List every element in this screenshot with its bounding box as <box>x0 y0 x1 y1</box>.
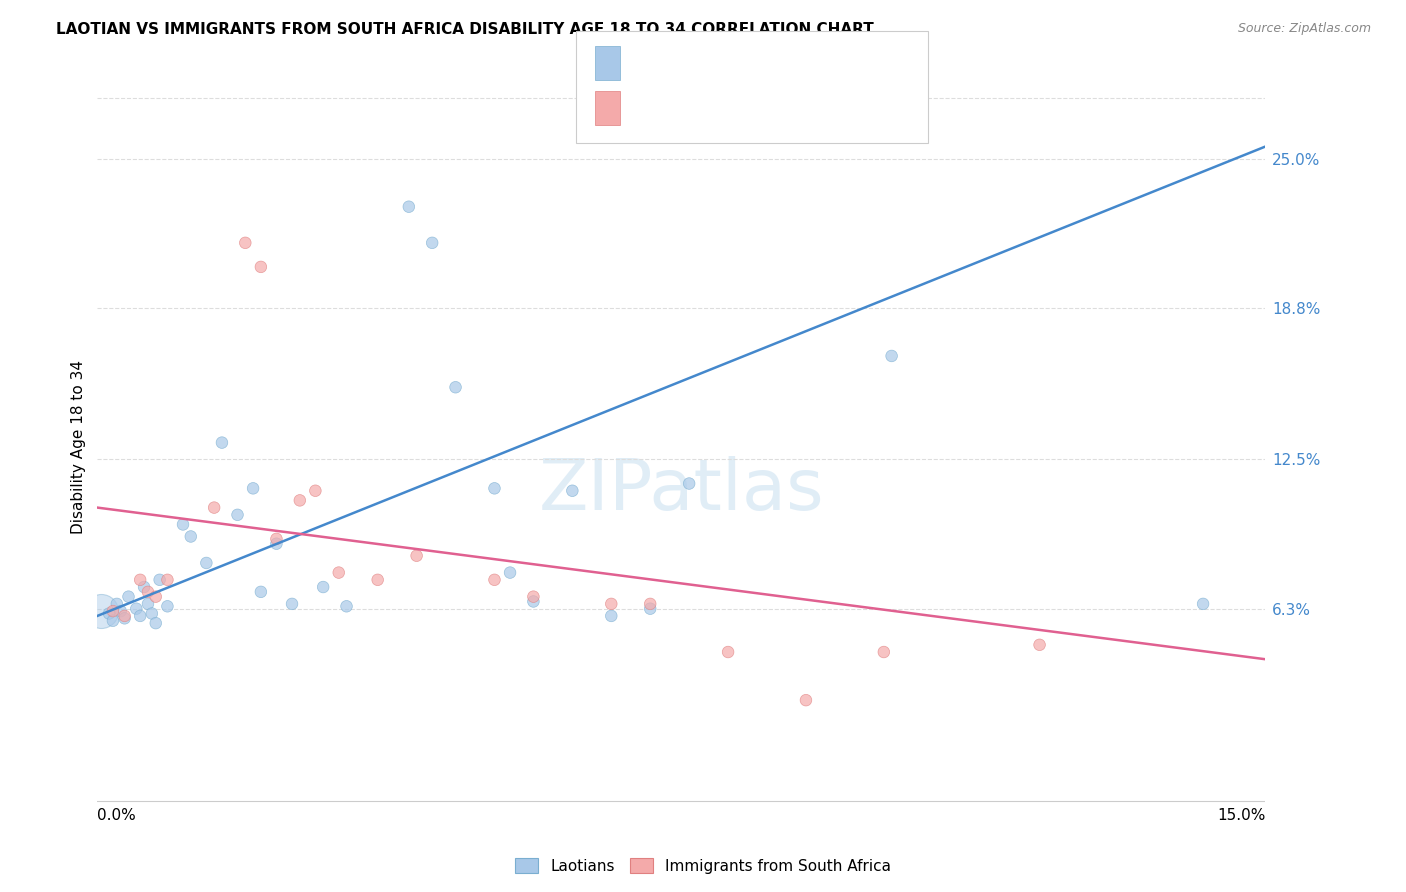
Point <box>125 601 148 615</box>
Point <box>794 693 817 707</box>
Point <box>638 597 661 611</box>
Point <box>304 483 326 498</box>
Point <box>1192 597 1215 611</box>
Point <box>101 604 124 618</box>
Point <box>328 566 350 580</box>
Point <box>129 608 152 623</box>
Point <box>266 537 288 551</box>
Y-axis label: Disability Age 18 to 34: Disability Age 18 to 34 <box>72 360 86 534</box>
Point <box>288 493 311 508</box>
Point <box>105 597 128 611</box>
Point <box>114 608 136 623</box>
Point <box>202 500 225 515</box>
Point <box>522 594 544 608</box>
Point <box>136 585 159 599</box>
Point <box>211 435 233 450</box>
Point <box>873 645 896 659</box>
Text: 0.0%: 0.0% <box>97 808 136 823</box>
Point <box>266 532 288 546</box>
Point <box>195 556 218 570</box>
Point <box>405 549 427 563</box>
Text: LAOTIAN VS IMMIGRANTS FROM SOUTH AFRICA DISABILITY AGE 18 TO 34 CORRELATION CHAR: LAOTIAN VS IMMIGRANTS FROM SOUTH AFRICA … <box>56 22 875 37</box>
Point <box>156 573 179 587</box>
Point <box>312 580 335 594</box>
Point <box>250 260 273 274</box>
Point <box>638 601 661 615</box>
Point <box>398 200 420 214</box>
Point <box>717 645 740 659</box>
Point <box>600 597 623 611</box>
Point <box>90 604 112 618</box>
Point <box>145 616 167 631</box>
Point <box>678 476 700 491</box>
Legend: Laotians, Immigrants from South Africa: Laotians, Immigrants from South Africa <box>509 852 897 880</box>
Point <box>132 580 155 594</box>
Point <box>250 585 273 599</box>
Point <box>136 597 159 611</box>
Point <box>420 235 443 250</box>
Point <box>281 597 304 611</box>
Point <box>156 599 179 614</box>
Point <box>117 590 139 604</box>
Point <box>101 614 124 628</box>
Point <box>880 349 903 363</box>
Point <box>114 611 136 625</box>
Point <box>129 573 152 587</box>
Point <box>172 517 194 532</box>
Point <box>484 481 506 495</box>
Point <box>242 481 264 495</box>
Point <box>367 573 389 587</box>
Text: R =  0.536    N = 37: R = 0.536 N = 37 <box>628 55 796 73</box>
Point <box>145 590 167 604</box>
Point <box>522 590 544 604</box>
Point <box>1028 638 1050 652</box>
Text: ZIPatlas: ZIPatlas <box>538 456 824 525</box>
Point <box>110 604 132 618</box>
Text: 15.0%: 15.0% <box>1218 808 1265 823</box>
Point <box>233 235 256 250</box>
Text: Source: ZipAtlas.com: Source: ZipAtlas.com <box>1237 22 1371 36</box>
Point <box>149 573 172 587</box>
Point <box>226 508 249 522</box>
Point <box>335 599 357 614</box>
Point <box>499 566 522 580</box>
Point <box>600 608 623 623</box>
Point <box>561 483 583 498</box>
Point <box>98 607 121 621</box>
Text: R = -0.205   N = 23: R = -0.205 N = 23 <box>628 100 792 118</box>
Point <box>444 380 467 394</box>
Point <box>180 529 202 543</box>
Point <box>484 573 506 587</box>
Point <box>141 607 163 621</box>
